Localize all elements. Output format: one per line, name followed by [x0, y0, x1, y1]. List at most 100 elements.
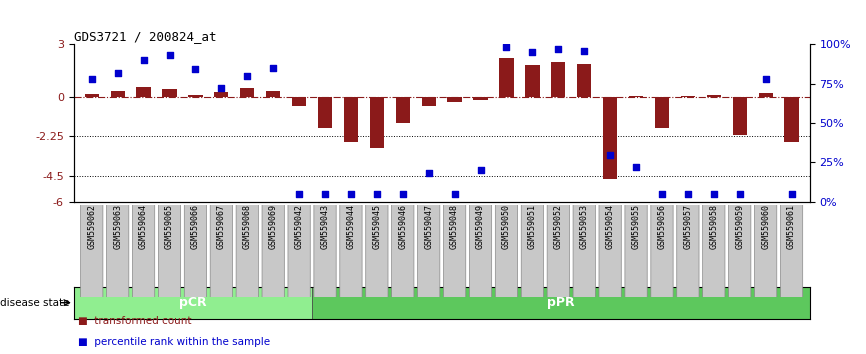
Bar: [577, 63, 591, 97]
Bar: [422, 97, 436, 105]
Point: [552, 46, 565, 52]
FancyBboxPatch shape: [236, 204, 258, 299]
Point: [629, 164, 643, 170]
Bar: [681, 96, 695, 97]
Point: [733, 191, 746, 197]
Bar: [312, 287, 810, 319]
Bar: [318, 97, 333, 128]
Text: GSM559063: GSM559063: [113, 205, 122, 250]
Text: GSM559043: GSM559043: [320, 205, 330, 250]
FancyBboxPatch shape: [728, 204, 751, 299]
Point: [344, 191, 358, 197]
Point: [241, 73, 255, 79]
Text: GSM559058: GSM559058: [709, 205, 718, 250]
Text: GSM559061: GSM559061: [787, 205, 796, 250]
FancyBboxPatch shape: [651, 204, 673, 299]
Point: [526, 49, 540, 55]
Text: ■  transformed count: ■ transformed count: [78, 316, 191, 326]
Point: [604, 152, 617, 157]
Text: GSM559060: GSM559060: [761, 205, 770, 250]
Point: [266, 65, 280, 71]
Text: GSM559062: GSM559062: [87, 205, 96, 250]
Text: ■  percentile rank within the sample: ■ percentile rank within the sample: [78, 337, 270, 347]
FancyBboxPatch shape: [676, 204, 699, 299]
FancyBboxPatch shape: [780, 204, 803, 299]
Text: GSM559054: GSM559054: [605, 205, 615, 250]
Bar: [163, 89, 177, 97]
Text: GSM559065: GSM559065: [165, 205, 174, 250]
Bar: [785, 97, 798, 142]
Text: GSM559045: GSM559045: [372, 205, 381, 250]
FancyBboxPatch shape: [599, 204, 621, 299]
FancyBboxPatch shape: [443, 204, 466, 299]
Text: GSM559049: GSM559049: [476, 205, 485, 250]
FancyBboxPatch shape: [625, 204, 647, 299]
Bar: [240, 88, 255, 97]
FancyBboxPatch shape: [184, 204, 207, 299]
Text: pPR: pPR: [547, 296, 575, 309]
FancyBboxPatch shape: [313, 204, 336, 299]
Text: GSM559064: GSM559064: [139, 205, 148, 250]
Text: GSM559057: GSM559057: [683, 205, 693, 250]
Text: GSM559042: GSM559042: [294, 205, 304, 250]
FancyBboxPatch shape: [702, 204, 725, 299]
FancyBboxPatch shape: [469, 204, 492, 299]
Text: GSM559066: GSM559066: [191, 205, 200, 250]
Point: [396, 191, 410, 197]
Text: pCR: pCR: [179, 296, 207, 309]
Point: [111, 70, 125, 75]
Bar: [474, 97, 488, 100]
Bar: [759, 93, 772, 97]
Text: GSM559056: GSM559056: [657, 205, 667, 250]
Point: [292, 191, 306, 197]
Text: GSM559052: GSM559052: [553, 205, 563, 250]
Point: [681, 191, 695, 197]
Text: GDS3721 / 200824_at: GDS3721 / 200824_at: [74, 30, 216, 43]
Bar: [603, 97, 617, 179]
Bar: [733, 97, 746, 135]
Bar: [137, 87, 151, 97]
Text: GSM559055: GSM559055: [631, 205, 641, 250]
Point: [318, 191, 332, 197]
FancyBboxPatch shape: [547, 204, 570, 299]
Text: GSM559068: GSM559068: [242, 205, 252, 250]
Text: GSM559067: GSM559067: [216, 205, 226, 250]
Bar: [551, 62, 565, 97]
Bar: [629, 96, 643, 97]
FancyBboxPatch shape: [417, 204, 440, 299]
Text: GSM559047: GSM559047: [424, 205, 433, 250]
Bar: [500, 58, 514, 97]
FancyBboxPatch shape: [107, 204, 129, 299]
FancyBboxPatch shape: [288, 204, 310, 299]
Point: [500, 45, 514, 50]
Text: GSM559050: GSM559050: [502, 205, 511, 250]
FancyBboxPatch shape: [391, 204, 414, 299]
Bar: [655, 97, 669, 128]
Text: GSM559051: GSM559051: [528, 205, 537, 250]
Point: [163, 52, 177, 58]
Point: [759, 76, 772, 82]
Text: GSM559059: GSM559059: [735, 205, 744, 250]
Bar: [344, 97, 358, 142]
Bar: [396, 97, 410, 123]
FancyBboxPatch shape: [573, 204, 595, 299]
Text: GSM559053: GSM559053: [579, 205, 589, 250]
FancyBboxPatch shape: [158, 204, 181, 299]
Point: [707, 191, 721, 197]
FancyBboxPatch shape: [132, 204, 155, 299]
FancyBboxPatch shape: [81, 204, 103, 299]
Bar: [214, 92, 229, 97]
Bar: [292, 97, 307, 105]
FancyBboxPatch shape: [495, 204, 518, 299]
FancyBboxPatch shape: [262, 204, 284, 299]
Point: [215, 86, 229, 91]
Bar: [707, 95, 721, 97]
Bar: [188, 95, 203, 97]
Point: [448, 191, 462, 197]
Text: GSM559069: GSM559069: [268, 205, 278, 250]
Text: GSM559046: GSM559046: [398, 205, 407, 250]
FancyBboxPatch shape: [210, 204, 232, 299]
Point: [85, 76, 99, 82]
Point: [422, 171, 436, 176]
FancyBboxPatch shape: [521, 204, 544, 299]
